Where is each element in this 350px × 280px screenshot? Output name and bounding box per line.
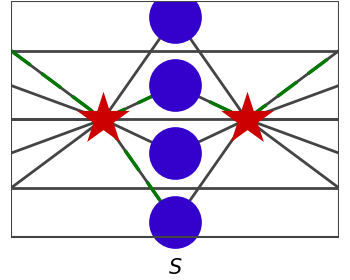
Point — [172, 83, 178, 88]
Point — [172, 15, 178, 19]
Point — [100, 117, 106, 122]
Point — [172, 220, 178, 224]
Point — [244, 117, 250, 122]
Point — [172, 151, 178, 155]
Text: $S$: $S$ — [168, 258, 182, 278]
